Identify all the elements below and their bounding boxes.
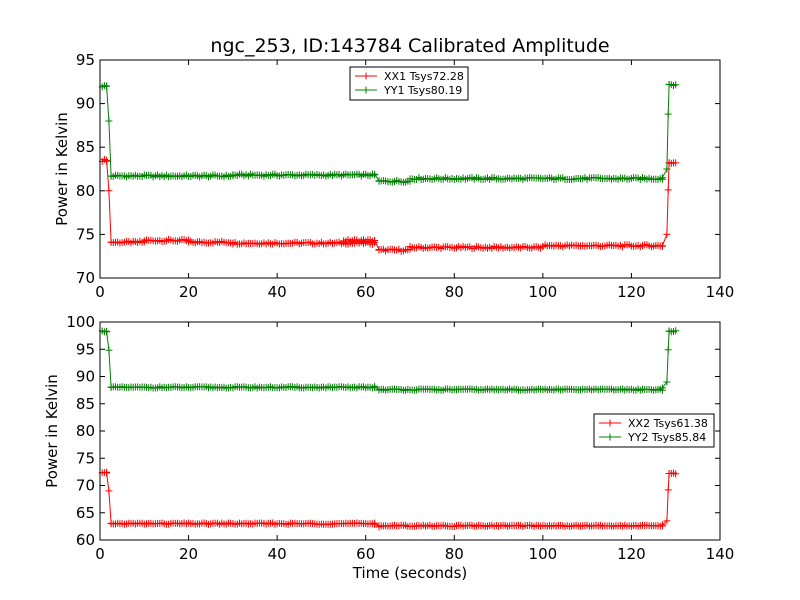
y-tick-label: 90 bbox=[76, 368, 95, 386]
bottom-panel: 0 20 40 60 80 100 120 140 60 65 70 75 80 85 90 95 100 Pow… bbox=[43, 313, 734, 563]
x-tick-label: 0 bbox=[95, 545, 105, 563]
series-yy2 bbox=[98, 327, 680, 394]
x-tick-label: 20 bbox=[179, 545, 198, 563]
data-point-marker bbox=[663, 165, 671, 173]
data-point-marker bbox=[664, 186, 672, 194]
y-tick-label: 100 bbox=[66, 313, 95, 331]
legend-swatch-marker bbox=[362, 86, 370, 94]
data-point-marker bbox=[105, 346, 113, 354]
y-tick-label: 80 bbox=[76, 182, 95, 200]
y-axis-label: Power in Kelvin bbox=[53, 112, 71, 226]
data-point-marker bbox=[371, 382, 379, 390]
plot-frame bbox=[99, 59, 721, 279]
x-tick-label: 100 bbox=[529, 545, 558, 563]
legend-label: XX1 Tsys72.28 bbox=[384, 70, 464, 83]
x-tick-label: 80 bbox=[445, 545, 464, 563]
legend-label: YY1 Tsys80.19 bbox=[383, 84, 462, 97]
y-tick-label: 70 bbox=[76, 477, 95, 495]
data-point-marker bbox=[105, 487, 113, 495]
legend-swatch-marker bbox=[606, 433, 614, 441]
data-point-marker bbox=[663, 230, 671, 238]
x-tick-label: 120 bbox=[617, 283, 646, 301]
data-point-marker bbox=[658, 521, 666, 529]
x-axis-label: Time (seconds) bbox=[352, 564, 468, 582]
data-point-marker bbox=[371, 170, 379, 178]
y-tick-label: 60 bbox=[76, 531, 95, 549]
series-line bbox=[102, 471, 676, 528]
data-point-marker bbox=[105, 117, 113, 125]
x-tick-label: 20 bbox=[179, 283, 198, 301]
legend-box bbox=[349, 66, 469, 101]
legend-swatch-marker bbox=[362, 72, 370, 80]
data-point-marker bbox=[658, 174, 666, 182]
data-point-marker bbox=[103, 156, 111, 164]
data-point-marker bbox=[658, 384, 666, 392]
data-point-marker bbox=[103, 469, 111, 477]
y-tick-label: 95 bbox=[76, 51, 95, 69]
y-tick-label: 85 bbox=[76, 395, 95, 413]
series-line bbox=[101, 330, 676, 392]
x-tick-label: 140 bbox=[706, 283, 735, 301]
legend-label: XX2 Tsys61.38 bbox=[628, 417, 708, 430]
x-tick-label: 60 bbox=[356, 545, 375, 563]
y-tick-label: 85 bbox=[76, 138, 95, 156]
data-point-marker bbox=[664, 486, 672, 494]
data-point-marker bbox=[658, 242, 666, 250]
data-point-marker bbox=[663, 378, 671, 386]
legend-swatch-marker bbox=[606, 419, 614, 427]
data-point-marker bbox=[664, 110, 672, 118]
y-tick-label: 80 bbox=[76, 422, 95, 440]
x-tick-label: 100 bbox=[529, 283, 558, 301]
y-tick-label: 65 bbox=[76, 504, 95, 522]
data-point-marker bbox=[663, 517, 671, 525]
series-xx2 bbox=[98, 468, 680, 531]
series-yy1 bbox=[98, 80, 680, 186]
y-tick-label: 95 bbox=[76, 340, 95, 358]
data-point-marker bbox=[672, 470, 680, 478]
x-tick-label: 0 bbox=[95, 283, 105, 301]
x-tick-label: 40 bbox=[268, 545, 287, 563]
y-tick-label: 75 bbox=[76, 449, 95, 467]
data-point-marker bbox=[672, 327, 680, 335]
legend-box bbox=[593, 413, 715, 448]
data-point-marker bbox=[664, 346, 672, 354]
y-axis-label: Power in Kelvin bbox=[43, 374, 61, 488]
top-panel: 0 20 40 60 80 100 120 140 70 75 80 85 90 95 Power in K… bbox=[53, 51, 734, 301]
y-tick-label: 75 bbox=[76, 225, 95, 243]
data-point-marker bbox=[105, 187, 113, 195]
data-point-marker bbox=[371, 519, 379, 527]
x-tick-label: 60 bbox=[356, 283, 375, 301]
data-point-marker bbox=[672, 81, 680, 89]
y-tick-label: 90 bbox=[76, 95, 95, 113]
data-point-marker bbox=[672, 159, 680, 167]
x-tick-label: 80 bbox=[445, 283, 464, 301]
series-xx1 bbox=[98, 155, 680, 255]
data-point-marker bbox=[103, 327, 111, 335]
x-tick-label: 140 bbox=[706, 545, 735, 563]
x-tick-label: 120 bbox=[617, 545, 646, 563]
y-tick-label: 70 bbox=[76, 269, 95, 287]
data-point-marker bbox=[371, 237, 379, 244]
data-point-marker bbox=[103, 82, 111, 90]
x-tick-label: 40 bbox=[268, 283, 287, 301]
chart-title: ngc_253, ID:143784 Calibrated Amplitude bbox=[210, 35, 609, 57]
legend-label: YY2 Tsys85.84 bbox=[627, 431, 706, 444]
